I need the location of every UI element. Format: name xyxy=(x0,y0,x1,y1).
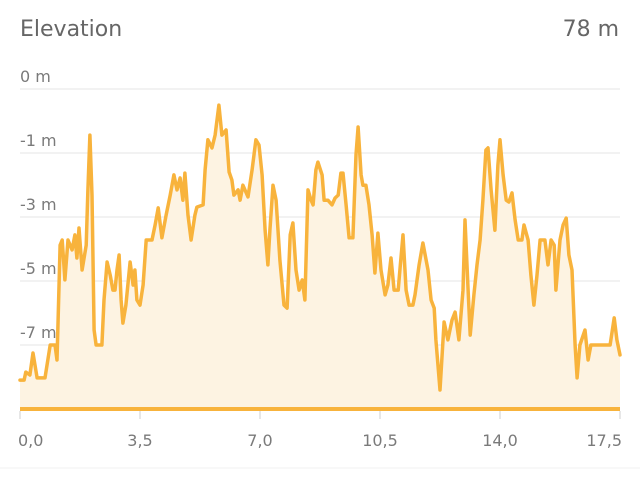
x-tick-label: 17,5 xyxy=(586,431,622,450)
line xyxy=(18,103,622,392)
x-tick-label: 7,0 xyxy=(247,431,272,450)
x-tick-label: 14,0 xyxy=(482,431,518,450)
y-tick-label: -1 m xyxy=(20,131,57,150)
chart-title: Elevation xyxy=(20,17,122,42)
total-value: 78 m xyxy=(563,17,619,42)
y-tick-label: 0 m xyxy=(20,67,51,86)
y-tick-label: -7 m xyxy=(20,323,57,342)
x-tick-label: 0,0 xyxy=(18,431,43,450)
y-tick-label: -3 m xyxy=(20,195,57,214)
y-tick-label: -5 m xyxy=(20,259,57,278)
x-tick-label: 3,5 xyxy=(127,431,152,450)
x-tick-label: 10,5 xyxy=(362,431,398,450)
